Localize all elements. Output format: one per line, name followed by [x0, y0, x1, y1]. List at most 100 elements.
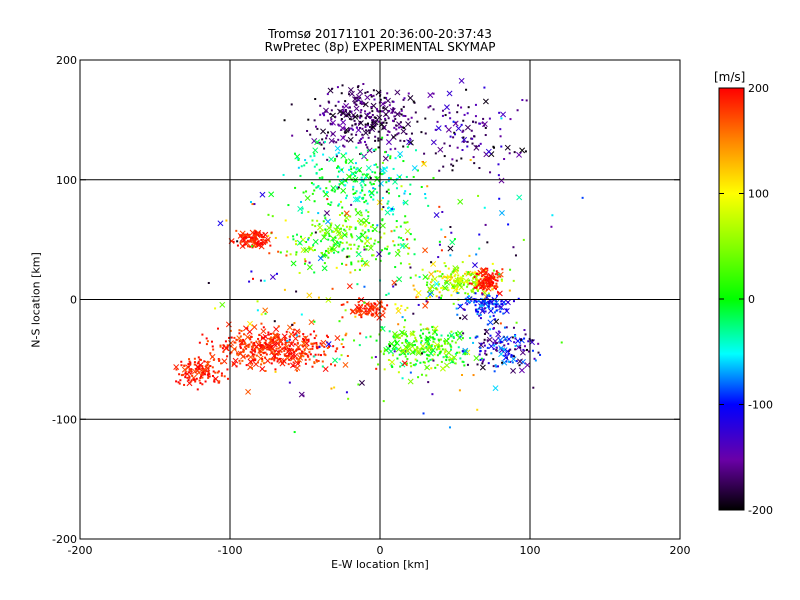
cluster-east-red: [468, 267, 504, 297]
data-point: [370, 225, 373, 228]
data-point: [417, 295, 420, 298]
data-point: [456, 111, 459, 114]
data-point: [390, 364, 393, 367]
data-point: [479, 347, 482, 350]
data-point-cross: [312, 147, 319, 154]
data-point: [432, 337, 435, 340]
data-point: [370, 106, 373, 109]
data-point: [483, 273, 486, 276]
data-point: [510, 354, 513, 357]
data-point: [345, 225, 348, 228]
data-point: [269, 244, 272, 247]
data-point: [247, 345, 250, 348]
data-point-cross: [388, 348, 394, 355]
data-point: [326, 158, 329, 161]
data-point: [207, 372, 210, 375]
data-point: [478, 314, 481, 317]
data-point: [504, 338, 507, 341]
data-point: [198, 379, 201, 382]
data-point: [260, 233, 263, 236]
data-point: [190, 368, 193, 371]
data-point: [429, 358, 432, 361]
data-point: [436, 354, 439, 357]
data-point: [180, 364, 183, 367]
data-point: [376, 166, 379, 169]
data-point: [371, 113, 374, 116]
data-point: [440, 360, 443, 363]
data-point: [354, 208, 357, 211]
data-point: [435, 295, 438, 298]
data-point: [269, 343, 272, 346]
data-point: [499, 135, 502, 138]
data-point: [354, 162, 357, 165]
data-point: [493, 276, 496, 279]
data-point: [311, 159, 314, 162]
data-point: [277, 358, 280, 361]
data-point: [296, 341, 299, 344]
data-point: [516, 109, 519, 112]
data-point: [409, 183, 412, 186]
data-point: [451, 285, 454, 288]
data-point: [480, 305, 483, 308]
data-point: [360, 138, 363, 141]
data-point: [487, 294, 490, 297]
data-point: [448, 426, 451, 429]
data-point: [257, 234, 260, 237]
data-point: [308, 261, 311, 264]
data-point: [437, 338, 440, 341]
data-point: [275, 347, 278, 350]
data-point: [457, 346, 460, 349]
colorbar-tick-label: 100: [748, 188, 769, 201]
data-point-cross: [340, 110, 347, 117]
data-point: [497, 163, 500, 166]
data-point: [308, 358, 311, 361]
data-point: [266, 343, 269, 346]
data-point: [393, 229, 396, 232]
data-point: [386, 248, 389, 251]
data-point: [313, 165, 316, 168]
data-point: [374, 355, 377, 358]
data-point: [394, 283, 397, 286]
data-point: [451, 158, 454, 161]
data-point: [349, 243, 352, 246]
data-point: [248, 233, 251, 236]
data-point: [461, 350, 464, 353]
data-point: [368, 222, 371, 225]
data-point: [180, 360, 183, 363]
data-point: [220, 372, 223, 375]
data-point-cross: [355, 234, 362, 241]
data-point: [365, 235, 368, 238]
data-point: [381, 305, 384, 308]
data-point-cross: [407, 139, 414, 146]
data-point: [207, 371, 210, 374]
data-point: [512, 279, 515, 282]
data-point: [367, 311, 370, 314]
data-point: [499, 322, 502, 325]
data-point: [394, 303, 397, 306]
data-point: [209, 352, 212, 355]
data-point: [364, 263, 367, 266]
data-point: [401, 377, 404, 380]
data-point: [441, 273, 444, 276]
data-point: [474, 103, 477, 106]
data-point: [285, 330, 288, 333]
data-point: [251, 353, 254, 356]
data-point: [386, 202, 389, 205]
data-point: [361, 197, 364, 200]
data-point-cross: [368, 189, 375, 196]
data-point: [298, 352, 301, 355]
data-point: [186, 373, 189, 376]
data-point: [355, 168, 358, 171]
data-point-cross: [437, 146, 444, 153]
data-point: [200, 375, 203, 378]
data-point: [393, 244, 396, 247]
data-point: [366, 90, 369, 93]
data-point: [241, 341, 244, 344]
data-point-cross: [324, 229, 331, 236]
data-point-cross: [353, 105, 360, 112]
data-point: [253, 349, 256, 352]
data-point: [236, 240, 239, 243]
data-point: [445, 276, 448, 279]
data-point-cross: [337, 108, 344, 115]
